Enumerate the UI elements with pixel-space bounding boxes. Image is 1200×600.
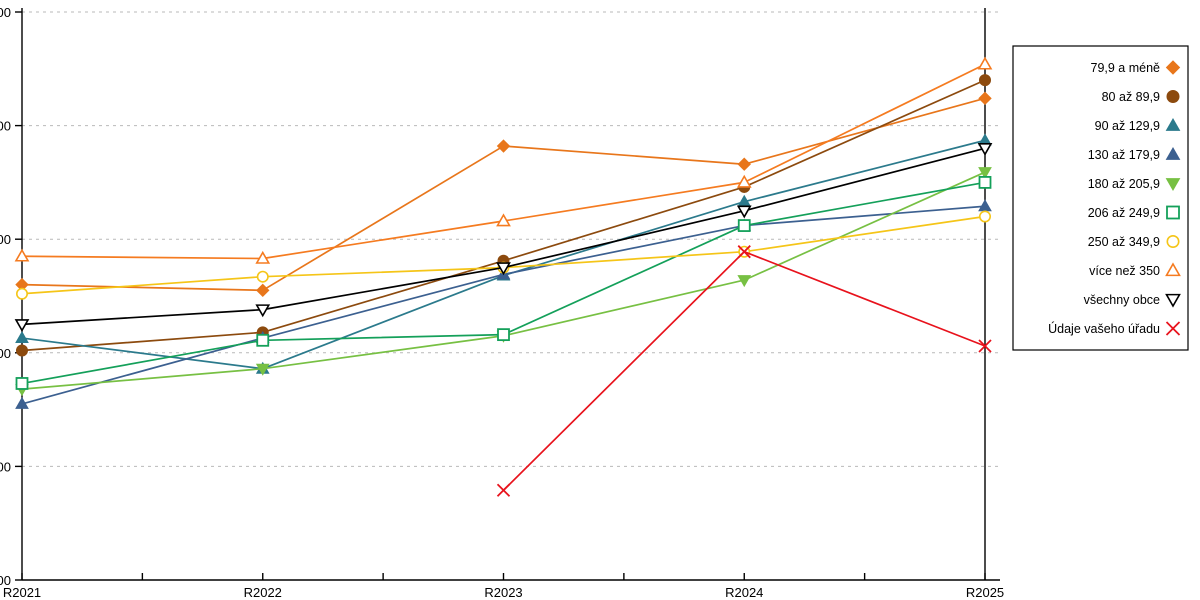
data-point-triangle-open — [1165, 262, 1181, 277]
data-point-circle — [979, 74, 991, 87]
data-point-circle-open — [256, 270, 269, 283]
legend-item-label: více než 350 — [1089, 264, 1160, 278]
series-line — [21, 205, 986, 405]
data-point-triangle-up — [1165, 146, 1181, 160]
y-tick-label: 3500 — [0, 119, 11, 134]
data-point-diamond — [737, 157, 751, 171]
x-tick-label: R2023 — [484, 585, 522, 600]
series-9 — [496, 245, 992, 497]
series-7 — [14, 56, 993, 264]
data-point-triangle-up — [978, 199, 992, 212]
legend-item-label: 80 až 89,9 — [1102, 90, 1160, 104]
legend-item-label: všechny obce — [1084, 293, 1160, 307]
data-point-triangle-open — [977, 56, 993, 70]
data-point-circle-open — [978, 210, 991, 223]
data-point-square-open — [978, 175, 992, 189]
data-point-triangle-open — [496, 213, 511, 227]
y-axis-tick-labels: 1500 2000 2500 3000 3500 4000 — [0, 5, 11, 588]
data-point-triangle-down — [978, 167, 992, 180]
legend-item-label: 90 až 129,9 — [1095, 119, 1160, 133]
data-point-triangle-down-open — [255, 304, 271, 318]
data-point-triangle-up — [15, 331, 29, 344]
y-tick-label: 2000 — [0, 459, 11, 474]
data-point-diamond — [256, 283, 270, 298]
data-point-diamond — [496, 139, 511, 153]
legend-item-label: 206 až 249,9 — [1088, 206, 1160, 220]
gridlines — [22, 11, 1000, 467]
data-point-x-cross — [1165, 321, 1181, 336]
data-point-triangle-up — [1165, 117, 1181, 131]
data-point-triangle-down-open — [14, 319, 30, 333]
legend-item-9[interactable]: Údaje vašeho úřadu — [1048, 321, 1181, 336]
series-8 — [14, 143, 993, 333]
data-point-x-cross — [737, 245, 751, 259]
data-point-x-cross — [496, 483, 511, 497]
data-point-triangle-down-open — [736, 205, 752, 219]
series-line — [21, 63, 986, 260]
x-axis-tick-labels: R2021 R2022 R2023 R2024 R2025 — [3, 585, 1004, 600]
legend-item-label: 130 až 179,9 — [1088, 148, 1160, 162]
data-point-circle — [16, 344, 28, 357]
x-tick-label: R2025 — [966, 585, 1004, 600]
legend-item-6[interactable]: 250 až 349,9 — [1088, 235, 1180, 249]
series-layer — [14, 56, 993, 497]
data-point-square-open — [1166, 205, 1180, 220]
y-tick-label: 1500 — [0, 573, 11, 588]
legend-item-3[interactable]: 130 až 179,9 — [1088, 146, 1181, 162]
data-point-triangle-open — [736, 174, 752, 188]
legend-item-5[interactable]: 206 až 249,9 — [1088, 205, 1180, 220]
data-point-x-cross — [978, 339, 992, 353]
data-point-triangle-open — [14, 248, 30, 262]
legend-item-label: 79,9 a méně — [1091, 61, 1161, 75]
legend-border — [1012, 45, 1189, 351]
y-tick-label: 4000 — [0, 5, 11, 20]
legend-item-0[interactable]: 79,9 a méně — [1091, 60, 1181, 75]
legend-item-4[interactable]: 180 až 205,9 — [1088, 177, 1181, 192]
data-point-diamond — [1165, 60, 1181, 75]
data-point-triangle-down — [1165, 178, 1181, 192]
data-point-square-open — [15, 377, 29, 390]
data-point-triangle-open — [255, 250, 271, 264]
data-point-triangle-up — [15, 396, 29, 409]
data-point-square-open — [737, 219, 751, 232]
series-line — [502, 250, 986, 492]
legend-item-label: 180 až 205,9 — [1088, 177, 1160, 191]
legend-item-8[interactable]: všechny obce — [1084, 293, 1181, 308]
data-point-circle — [1166, 90, 1180, 103]
series-4 — [15, 167, 992, 397]
y-tick-label: 2500 — [0, 346, 11, 361]
legend-item-label: 250 až 349,9 — [1088, 235, 1160, 249]
data-point-triangle-down-open — [496, 262, 511, 276]
x-tick-label: R2024 — [725, 585, 763, 600]
data-point-diamond — [978, 91, 992, 106]
data-point-triangle-down — [255, 363, 270, 376]
legend-item-2[interactable]: 90 až 129,9 — [1095, 117, 1181, 133]
x-tick-label: R2021 — [3, 585, 41, 600]
data-point-triangle-down-open — [1165, 293, 1181, 308]
data-point-triangle-down — [737, 275, 752, 288]
data-point-square-open — [497, 328, 510, 342]
data-point-circle-open — [15, 287, 28, 300]
data-point-circle-open — [1166, 235, 1180, 249]
legend-item-label: Údaje vašeho úřadu — [1048, 321, 1160, 336]
data-point-square-open — [256, 333, 270, 347]
legend-item-7[interactable]: více než 350 — [1089, 262, 1181, 278]
y-tick-label: 3000 — [0, 232, 11, 247]
legend-item-1[interactable]: 80 až 89,9 — [1102, 90, 1180, 104]
x-tick-label: R2022 — [244, 585, 282, 600]
series-5 — [15, 175, 992, 390]
data-point-triangle-down-open — [977, 143, 993, 156]
chart-legend: 79,9 a méně 80 až 89,9 90 až 129,9 130 až 1… — [1012, 45, 1189, 351]
